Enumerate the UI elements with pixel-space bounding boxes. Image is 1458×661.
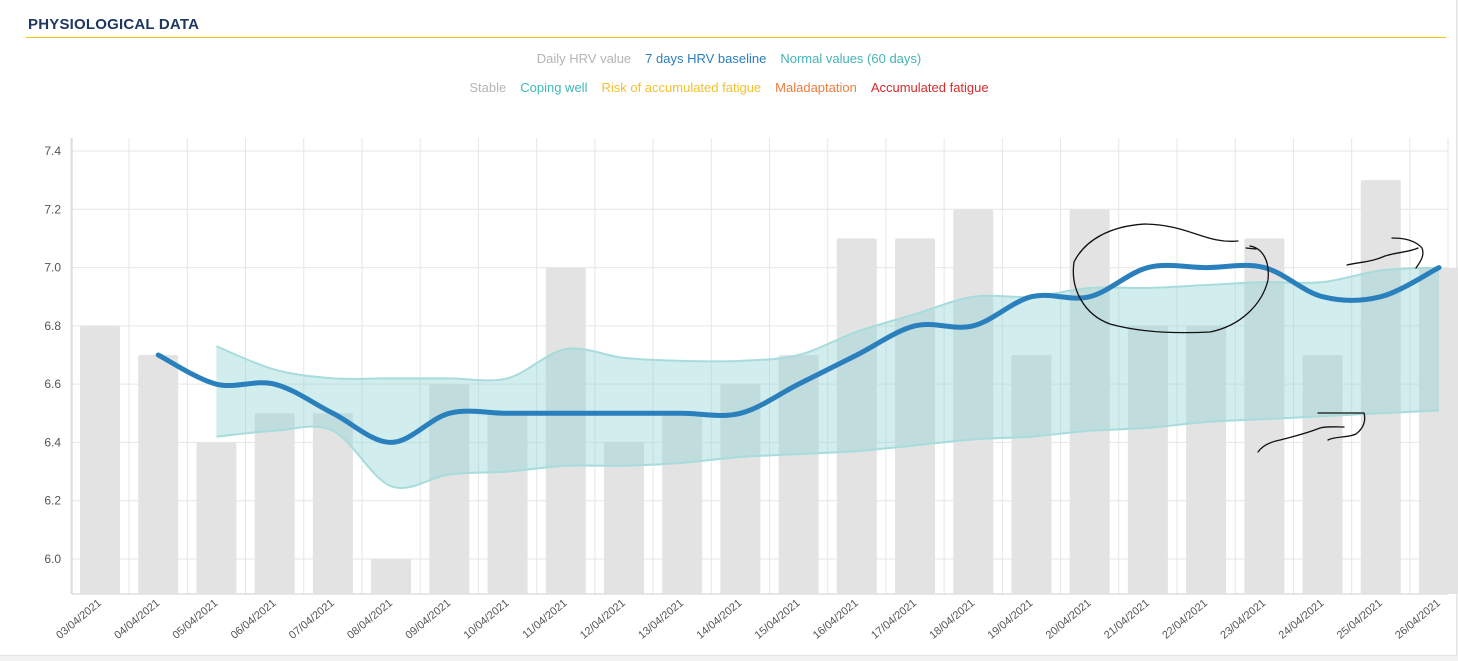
hand-drawn-annotations: [1072, 223, 1424, 453]
x-tick-label: 19/04/2021: [986, 597, 1036, 642]
legend-row-status: Stable Coping well Risk of accumulated f…: [0, 80, 1458, 95]
daily-hrv-bar: [1244, 238, 1285, 594]
x-tick-label: 11/04/2021: [520, 597, 569, 641]
daily-hrv-bar: [1127, 325, 1168, 594]
daily-hrv-bar: [953, 209, 994, 595]
daily-hrv-bar: [371, 559, 412, 594]
daily-hrv-bar: [80, 325, 120, 594]
title-underline: [26, 37, 1446, 38]
legend-item-stable[interactable]: Stable: [469, 80, 507, 95]
legend-item-accumulated-fatigue[interactable]: Accumulated fatigue: [870, 80, 989, 95]
x-tick-label: 17/04/2021: [869, 597, 919, 642]
x-tick-label: 18/04/2021: [927, 597, 977, 642]
normal-values-area: [216, 267, 1439, 488]
x-tick-label: 25/04/2021: [1335, 597, 1385, 642]
daily-hrv-bar: [487, 413, 528, 594]
daily-hrv-bars: [80, 180, 1458, 595]
y-tick-label: 6.6: [44, 377, 61, 391]
legend-row-series: Daily HRV value 7 days HRV baseline Norm…: [0, 51, 1458, 66]
x-tick-label: 22/04/2021: [1160, 597, 1210, 642]
x-tick-label: 03/04/2021: [54, 597, 104, 642]
daily-hrv-bar: [138, 355, 179, 594]
x-tick-label: 23/04/2021: [1218, 597, 1268, 642]
annotation-circle: [1072, 223, 1269, 334]
daily-hrv-bar: [1419, 267, 1458, 594]
daily-hrv-bar: [603, 442, 644, 594]
daily-hrv-bar: [254, 413, 295, 594]
daily-hrv-bar: [1360, 180, 1401, 594]
x-tick-label: 21/04/2021: [1102, 597, 1152, 642]
daily-hrv-bar: [720, 384, 761, 594]
y-tick-label: 7.2: [44, 202, 61, 216]
x-tick-label: 04/04/2021: [112, 597, 162, 642]
annotation-stroke-top: [1346, 237, 1424, 269]
daily-hrv-bar: [1186, 325, 1227, 594]
normal-values-band: [216, 266, 1440, 489]
daily-hrv-bar: [662, 413, 703, 594]
daily-hrv-bar: [836, 238, 877, 594]
y-axis-ticks: 6.0 6.2 6.4 6.6 6.8 7.0 7.2 7.4: [44, 144, 61, 566]
legend-item-daily-hrv[interactable]: Daily HRV value: [536, 51, 632, 66]
normal-values-upper-edge: [216, 266, 1440, 382]
legend-item-normal-values[interactable]: Normal values (60 days): [780, 51, 922, 66]
y-tick-label: 6.0: [44, 552, 61, 566]
x-tick-label: 24/04/2021: [1277, 597, 1327, 642]
x-tick-label: 20/04/2021: [1044, 597, 1094, 642]
daily-hrv-bar: [196, 442, 237, 594]
x-tick-label: 06/04/2021: [229, 597, 279, 642]
daily-hrv-bar: [312, 413, 353, 594]
y-tick-label: 7.4: [44, 144, 61, 158]
daily-hrv-bar: [1011, 355, 1052, 594]
annotation-stroke-bottom: [1257, 412, 1366, 453]
legend-item-hrv-baseline[interactable]: 7 days HRV baseline: [645, 51, 767, 66]
y-tick-label: 6.2: [44, 494, 61, 508]
hrv-baseline-line: [155, 262, 1442, 445]
chart-grid: [70, 138, 1449, 595]
x-tick-label: 12/04/2021: [578, 597, 628, 642]
y-tick-label: 6.4: [44, 435, 61, 449]
x-tick-label: 26/04/2021: [1393, 597, 1443, 642]
x-tick-label: 10/04/2021: [462, 597, 512, 642]
hrv-baseline-path: [155, 262, 1442, 445]
daily-hrv-bar: [778, 355, 819, 594]
x-tick-label: 16/04/2021: [811, 597, 861, 642]
x-tick-label: 05/04/2021: [170, 597, 220, 642]
x-tick-label: 13/04/2021: [636, 597, 686, 642]
normal-values-lower-edge: [216, 409, 1440, 489]
daily-hrv-bar: [1069, 209, 1110, 595]
x-tick-label: 07/04/2021: [287, 597, 337, 642]
legend-item-maladaptation[interactable]: Maladaptation: [775, 80, 857, 95]
daily-hrv-bar: [429, 384, 470, 594]
x-tick-label: 14/04/2021: [694, 597, 744, 642]
legend-item-risk-fatigue[interactable]: Risk of accumulated fatigue: [601, 80, 762, 95]
legend-item-coping-well[interactable]: Coping well: [520, 80, 588, 95]
x-tick-label: 08/04/2021: [345, 597, 395, 642]
y-tick-label: 7.0: [44, 261, 61, 275]
x-tick-label: 15/04/2021: [753, 597, 803, 642]
section-title: PHYSIOLOGICAL DATA: [28, 16, 200, 33]
y-tick-label: 6.8: [44, 319, 61, 333]
x-axis-ticks: 03/04/2021 04/04/2021 05/04/2021 06/04/2021…: [54, 597, 1443, 642]
x-tick-label: 09/04/2021: [403, 597, 453, 642]
